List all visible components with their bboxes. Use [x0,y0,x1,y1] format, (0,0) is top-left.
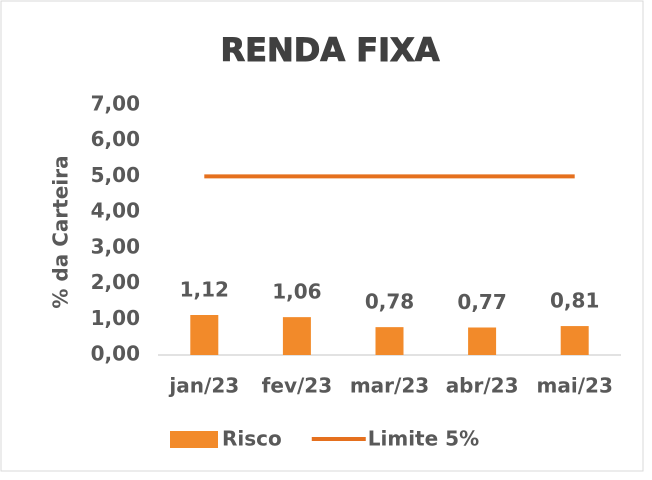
bar [375,327,404,355]
y-axis-label: % da Carteira [49,155,73,308]
y-tick-label: 7,00 [91,92,140,116]
data-label: 1,06 [272,280,321,304]
x-tick-label: jan/23 [168,374,239,398]
y-tick-label: 5,00 [91,163,140,187]
x-tick-label: mai/23 [537,374,613,398]
x-tick-label: abr/23 [446,374,519,398]
bar [560,326,589,355]
data-label: 0,81 [550,289,599,313]
data-label: 0,77 [457,290,506,314]
x-tick-label: fev/23 [262,374,332,398]
y-tick-label: 4,00 [91,199,140,223]
y-tick-label: 3,00 [91,234,140,258]
data-label: 1,12 [180,278,229,302]
bar [468,327,497,355]
bar [190,315,219,355]
y-tick-label: 2,00 [91,270,140,294]
y-tick-label: 0,00 [91,342,140,366]
data-label: 0,78 [365,290,414,314]
legend-swatch [170,431,218,448]
bar [282,317,311,355]
x-tick-label: mar/23 [350,374,429,398]
chart-border [0,0,644,472]
legend-label: Risco [222,427,282,451]
y-tick-label: 1,00 [91,306,140,330]
legend-label: Limite 5% [368,427,479,451]
y-tick-label: 6,00 [91,127,140,151]
chart-title: RENDA FIXA [221,31,440,69]
